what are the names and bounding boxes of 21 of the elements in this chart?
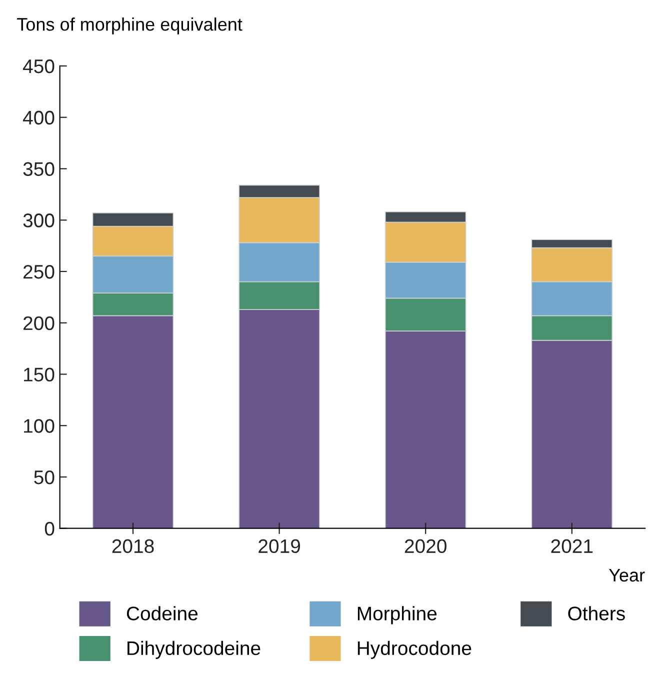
y-tick-label: 400 (22, 110, 54, 125)
y-tick-label: 150 (24, 368, 54, 382)
legend-label: Others (568, 606, 625, 620)
y-tick-label: 300 (23, 214, 54, 228)
x-axis-title: Year (608, 568, 645, 582)
y-tick-label: 100 (24, 419, 54, 433)
x-tick-label: 2018 (112, 539, 154, 554)
x-tick-label: 2020 (404, 539, 446, 554)
legend-label: Hydrocodone (358, 640, 472, 659)
legend-label: Morphine (358, 606, 437, 624)
y-tick-label: 350 (23, 162, 54, 176)
y-tick-label: 0 (44, 522, 54, 536)
y-tick-label: 450 (22, 59, 54, 74)
y-tick-label: 200 (24, 316, 54, 330)
legend-label: Dihydrocodeine (128, 640, 260, 659)
x-tick-label: 2019 (258, 539, 300, 554)
y-tick-label: 50 (34, 470, 54, 484)
legend-label: Codeine (126, 606, 198, 620)
y-tick-label: 250 (24, 264, 54, 279)
x-tick-label: 2021 (551, 539, 593, 554)
y-axis-title: Tons of morphine equivalent (17, 18, 242, 34)
